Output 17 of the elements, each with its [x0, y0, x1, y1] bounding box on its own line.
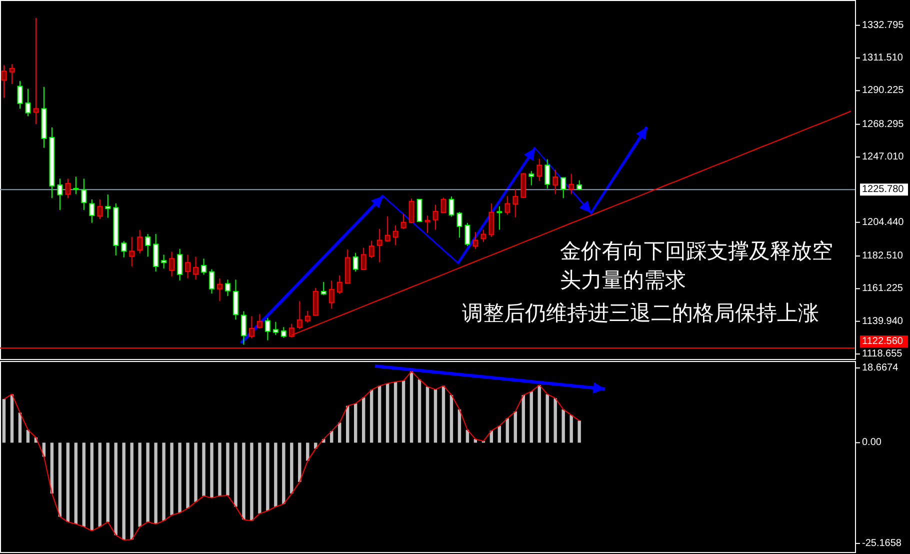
y-tick-label: 1182.510: [862, 250, 904, 262]
annotation: 金价有向下回踩支撑及释放空头力量的需求: [560, 239, 833, 292]
annotation: 调整后仍维持进三退二的格局保持上涨: [462, 301, 819, 325]
y-tick-label: 1268.295: [862, 118, 904, 130]
y-tick-label: 1139.940: [862, 316, 904, 327]
ref-line-label: 1225.780: [862, 184, 904, 196]
y-tick-label: 1204.440: [862, 216, 904, 228]
y-tick-label: 1290.225: [862, 85, 904, 96]
y-tick-label: 1247.010: [862, 152, 904, 162]
y-tick-label: 1311.510: [862, 52, 904, 64]
y-tick-label: 18.6674: [862, 362, 899, 374]
y-tick-label: 0.00: [862, 437, 882, 448]
ref-line-label: 1122.560: [862, 336, 904, 348]
y-tick-label: 1332.795: [862, 20, 904, 31]
y-tick-label: 1118.655: [862, 348, 903, 360]
y-tick-label: 1161.225: [862, 283, 904, 294]
y-tick-label: -25.1658: [862, 538, 902, 549]
